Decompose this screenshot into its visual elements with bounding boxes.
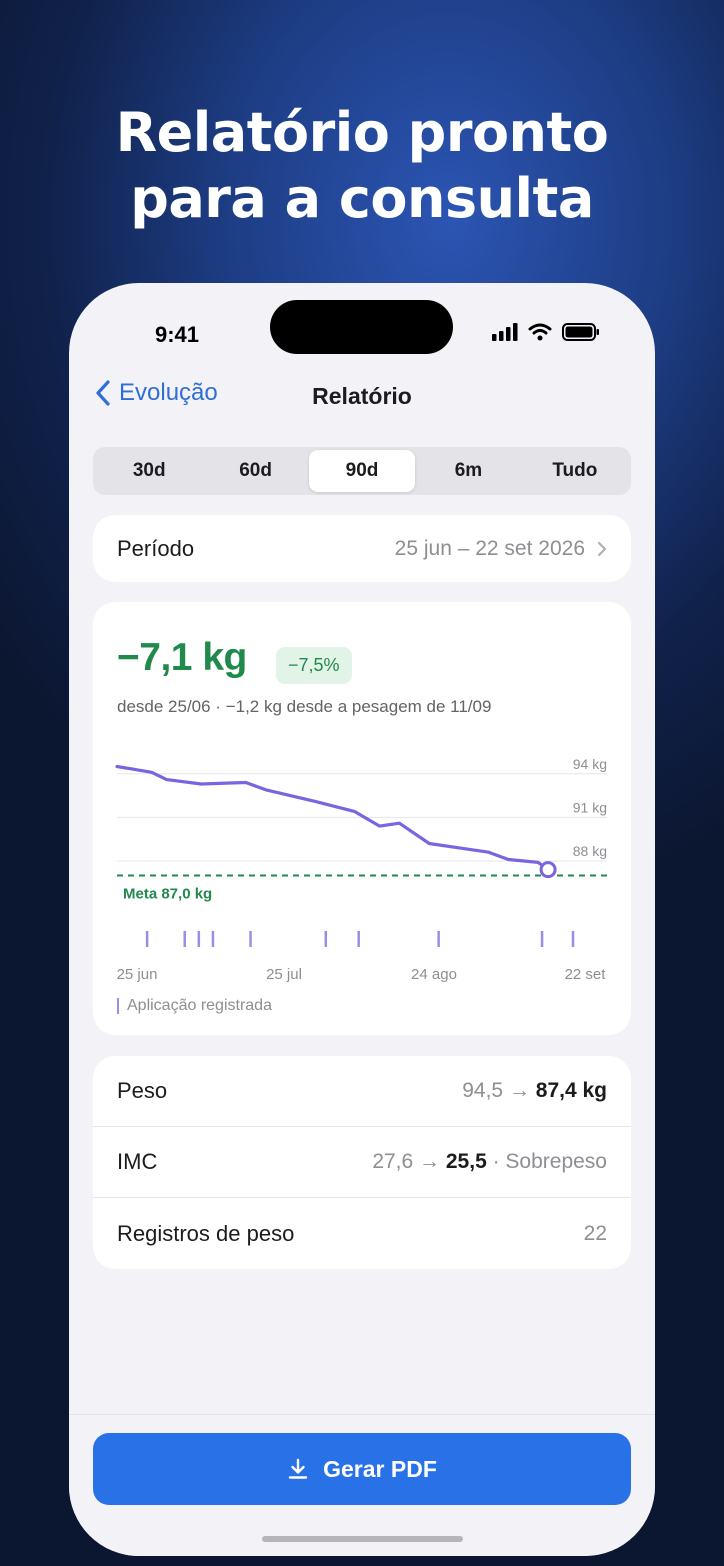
headline-line-2: para a consulta [130, 167, 594, 230]
y-tick-label: 91 kg [573, 799, 607, 815]
chart-legend: Aplicação registrada [117, 997, 272, 1015]
chevron-left-icon [96, 380, 110, 406]
battery-icon [562, 323, 599, 341]
dynamic-island [270, 300, 453, 354]
range-tab-6m[interactable]: 6m [454, 460, 483, 481]
status-time: 9:41 [155, 322, 200, 347]
goal-label: Meta 87,0 kg [123, 885, 212, 902]
range-tab-60d[interactable]: 60d [239, 460, 272, 481]
back-button[interactable]: Evolução [95, 379, 218, 407]
weight-series-line [115, 764, 550, 872]
x-tick-label: 25 jul [266, 966, 302, 983]
summary-subtitle: desde 25/06 · −1,2 kg desde a pesagem de… [117, 697, 492, 716]
range-tab-tudo[interactable]: Tudo [552, 460, 598, 481]
stats-card: Peso 94,5 → 87,4 kg IMC 27,6 → 25,5 · Sobre… [93, 1056, 631, 1269]
back-label: Evolução [119, 379, 218, 406]
download-icon [288, 1458, 308, 1479]
period-value-wrap: 25 jun – 22 set 2026 [395, 537, 607, 561]
stat-to: 25,5 [445, 1150, 487, 1173]
stat-value: 94,5 → 87,4 kg [462, 1079, 607, 1103]
generate-pdf-button[interactable]: Gerar PDF [93, 1433, 631, 1505]
phone-frame: 9:41 Evolução Relatório 30d 60d 90d 6m Tudo … [69, 283, 655, 1556]
injection-legend-mark [117, 998, 119, 1014]
period-label: Período [117, 535, 195, 561]
stat-from: 22 [583, 1221, 607, 1245]
headline-line-1: Relatório pronto [115, 101, 609, 164]
stat-row: IMC 27,6 → 25,5 · Sobrepeso [93, 1127, 631, 1198]
weight-chart-card: −7,1 kg −7,5% desde 25/06 · −1,2 kg desd… [93, 602, 631, 1035]
weight-line-chart: 94 kg 91 kg 88 kg Meta 87,0 kg 25 jun 25 jul 2… [115, 756, 607, 983]
x-tick-label: 25 jun [117, 966, 158, 983]
period-row[interactable]: Período 25 jun – 22 set 2026 [93, 515, 631, 582]
range-tab-90d[interactable]: 90d [308, 450, 416, 492]
percent-badge: −7,5% [276, 647, 352, 684]
wifi-icon [528, 323, 552, 341]
stat-from: 27,6 → [372, 1150, 446, 1173]
stat-row: Registros de peso 22 [93, 1198, 631, 1269]
home-indicator [262, 1536, 463, 1542]
pdf-button-label: Gerar PDF [323, 1455, 437, 1482]
status-icons [492, 323, 600, 341]
stat-label: IMC [117, 1149, 158, 1174]
chevron-right-icon [597, 541, 607, 556]
range-tab-30d[interactable]: 30d [132, 460, 166, 481]
y-tick-label: 88 kg [573, 843, 607, 859]
y-tick-label: 94 kg [573, 756, 607, 772]
range-selector: 30d 60d 90d 6m Tudo [93, 447, 631, 495]
stat-from: 94,5 → [462, 1079, 536, 1102]
weight-delta: −7,1 kg [117, 636, 247, 679]
cellular-signal-icon [492, 323, 518, 341]
stat-row: Peso 94,5 → 87,4 kg [93, 1056, 631, 1127]
stat-label: Peso [117, 1078, 168, 1103]
stat-value: 27,6 → 25,5 · Sobrepeso [372, 1150, 607, 1174]
stat-value: 22 [584, 1222, 607, 1246]
legend-label: Aplicação registrada [127, 997, 272, 1014]
x-tick-label: 22 set [565, 966, 607, 983]
stat-to: 87,4 kg [535, 1079, 607, 1102]
stat-label: Registros de peso [117, 1220, 295, 1246]
latest-point [539, 861, 557, 879]
x-tick-label: 24 ago [411, 966, 457, 983]
stat-suffix: · Sobrepeso [486, 1150, 607, 1173]
marketing-headline: Relatório pronto para a consulta [0, 100, 724, 232]
period-value: 25 jun – 22 set 2026 [394, 536, 585, 560]
